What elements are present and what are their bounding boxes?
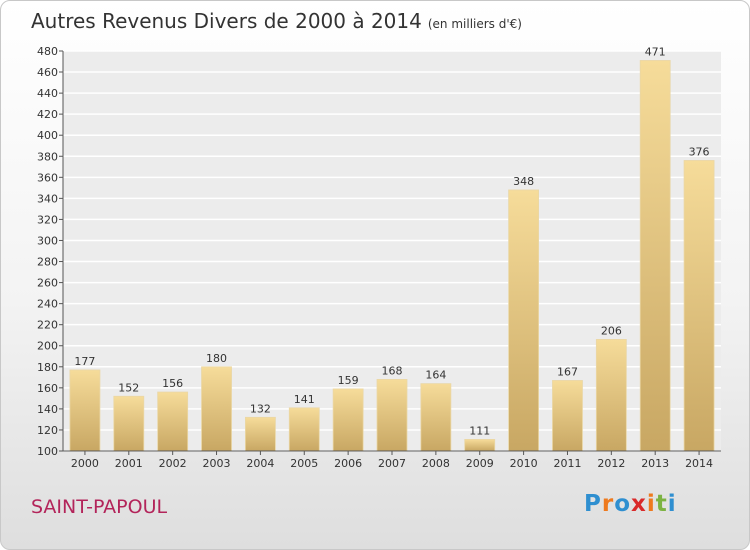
bar-2002 [157,391,189,452]
bar-2000 [69,369,101,452]
data-label: 132 [250,402,271,415]
data-label: 111 [469,424,490,437]
bar-2005 [288,407,320,452]
data-label: 164 [425,369,446,382]
bar-2004 [244,416,276,452]
bar-2013 [639,60,671,452]
data-label: 156 [162,377,183,390]
x-tick-label: 2012 [597,457,625,470]
bar-2011 [552,380,583,452]
x-tick-label: 2000 [71,457,99,470]
data-label: 471 [645,45,666,58]
x-tick-label: 2003 [203,457,231,470]
y-tick-label: 440 [37,87,58,100]
bar-2003 [201,366,232,452]
bar-2007 [376,379,408,452]
y-tick-label: 180 [37,361,58,374]
x-tick-label: 2005 [290,457,318,470]
y-tick-label: 160 [37,382,58,395]
x-tick-label: 2011 [553,457,581,470]
chart-title: Autres Revenus Divers de 2000 à 2014 (en … [31,9,522,33]
bar-2008 [420,383,452,452]
y-tick-label: 280 [37,256,58,269]
y-tick-label: 200 [37,340,58,353]
bar-2010 [508,189,540,452]
data-label: 159 [338,374,359,387]
chart-title-text: Autres Revenus Divers de 2000 à 2014 [31,9,422,33]
x-tick-label: 2014 [685,457,713,470]
y-tick-label: 120 [37,424,58,437]
logo-letter: P [584,491,602,517]
y-tick-label: 260 [37,277,58,290]
bar-2009 [464,439,496,452]
x-tick-label: 2001 [115,457,143,470]
x-tick-label: 2013 [641,457,669,470]
x-tick-label: 2002 [159,457,187,470]
data-label: 180 [206,352,227,365]
y-tick-label: 220 [37,319,58,332]
bar-2012 [595,339,627,452]
x-tick-label: 2004 [246,457,274,470]
y-tick-label: 380 [37,150,58,163]
logo-letter: i [646,491,656,517]
data-label: 141 [294,393,315,406]
proxiti-logo: Proxiti [584,491,677,517]
y-tick-label: 140 [37,403,58,416]
chart-subtitle: (en milliers d'€) [427,17,522,31]
y-tick-label: 460 [37,66,58,79]
data-label: 168 [382,364,403,377]
x-tick-label: 2006 [334,457,362,470]
logo-letter: i [667,491,677,517]
data-label: 206 [601,324,622,337]
data-label: 177 [74,355,95,368]
commune-name: SAINT-PAPOUL [31,496,168,518]
bar-2001 [113,395,145,452]
data-label: 376 [689,145,710,158]
x-tick-label: 2009 [466,457,494,470]
y-tick-label: 480 [37,45,58,58]
logo-letter: r [601,491,615,517]
data-label: 167 [557,365,578,378]
logo-letter: o [614,491,632,517]
logo-letter: t [655,491,668,517]
bar-2014 [683,160,715,452]
logo-letter: x [631,491,647,517]
x-tick-label: 2010 [510,457,538,470]
x-tick-label: 2008 [422,457,450,470]
y-tick-label: 360 [37,171,58,184]
y-tick-label: 300 [37,234,58,247]
bar-2006 [332,388,364,452]
y-tick-label: 100 [37,445,58,458]
data-label: 348 [513,175,534,188]
data-label: 152 [118,381,139,394]
y-tick-label: 320 [37,213,58,226]
y-tick-label: 240 [37,298,58,311]
y-tick-label: 400 [37,129,58,142]
y-tick-label: 420 [37,108,58,121]
x-tick-label: 2007 [378,457,406,470]
y-tick-label: 340 [37,192,58,205]
